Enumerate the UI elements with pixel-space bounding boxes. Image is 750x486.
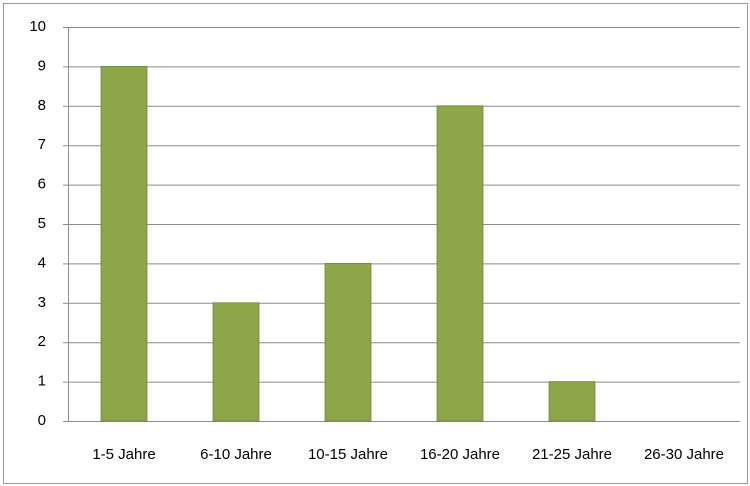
- y-tick-label: 2: [38, 333, 46, 350]
- bar: [212, 302, 260, 422]
- y-tick-label: 0: [38, 412, 46, 429]
- bar: [436, 105, 484, 422]
- y-tick-label: 3: [38, 294, 46, 311]
- x-tick-label: 21-25 Jahre: [532, 446, 612, 463]
- y-tick-label: 10: [29, 18, 46, 35]
- bar: [100, 66, 148, 422]
- x-tick-label: 1-5 Jahre: [92, 446, 155, 463]
- x-tick-label: 26-30 Jahre: [644, 446, 724, 463]
- y-tick-label: 4: [38, 254, 46, 271]
- y-tick-label: 9: [38, 57, 46, 74]
- y-tick-label: 1: [38, 373, 46, 390]
- x-tick-label: 16-20 Jahre: [420, 446, 500, 463]
- bar: [548, 381, 596, 422]
- y-tick-label: 6: [38, 176, 46, 193]
- y-tick-label: 5: [38, 215, 46, 232]
- bar: [324, 262, 372, 422]
- x-tick-label: 6-10 Jahre: [200, 446, 272, 463]
- x-tick-label: 10-15 Jahre: [308, 446, 388, 463]
- y-tick-label: 7: [38, 136, 46, 153]
- y-tick-label: 8: [38, 97, 46, 114]
